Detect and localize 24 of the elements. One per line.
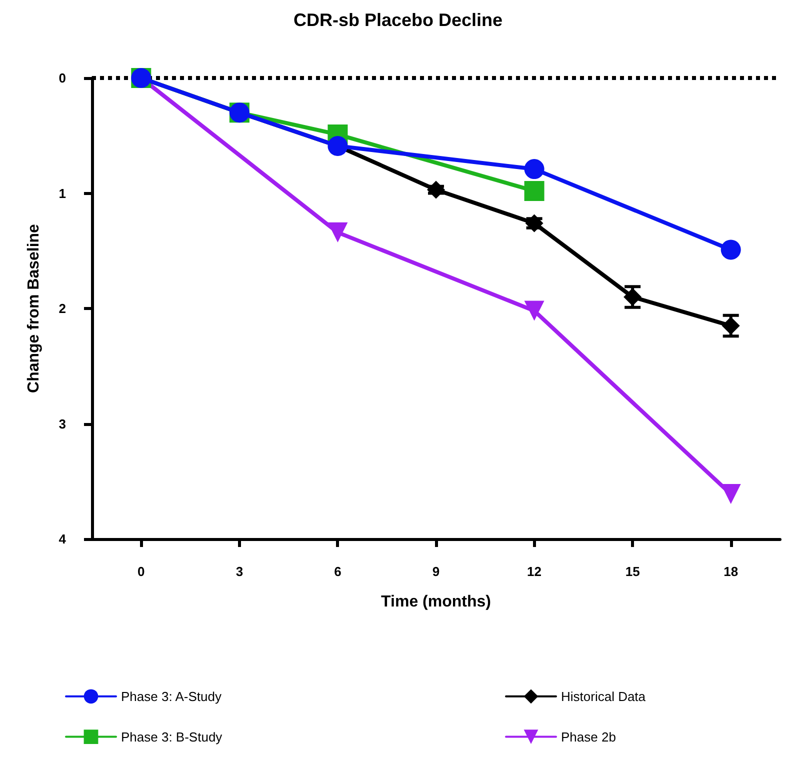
point <box>524 300 544 321</box>
x-tick-label: 6 <box>334 564 342 579</box>
x-tick-label: 12 <box>527 564 542 579</box>
chart-title: CDR-sb Placebo Decline <box>293 10 503 30</box>
legend-label: Phase 2b <box>561 729 616 744</box>
x-tick-label: 0 <box>138 564 145 579</box>
legend-label: Phase 3: B-Study <box>121 729 223 744</box>
x-tick-label: 9 <box>432 564 440 579</box>
point <box>328 222 348 242</box>
y-tick-label: 3 <box>58 416 66 432</box>
point <box>720 240 741 260</box>
y-tick-label: 0 <box>58 70 66 86</box>
y-axis-title: Change from Baseline <box>26 224 42 393</box>
y-tick-label: 4 <box>58 532 67 546</box>
x-tick-label: 15 <box>625 564 640 579</box>
legend-label: Phase 3: A-Study <box>121 688 222 704</box>
x-axis-title: Time (months) <box>381 594 491 610</box>
x-tick-label: 18 <box>724 564 738 579</box>
y-tick-label: 1 <box>58 186 66 201</box>
legend-label: Historical Data <box>561 688 646 704</box>
y-tick-label: 2 <box>58 301 66 316</box>
point <box>524 159 544 180</box>
point <box>524 180 544 201</box>
x-tick-label: 3 <box>236 564 244 579</box>
